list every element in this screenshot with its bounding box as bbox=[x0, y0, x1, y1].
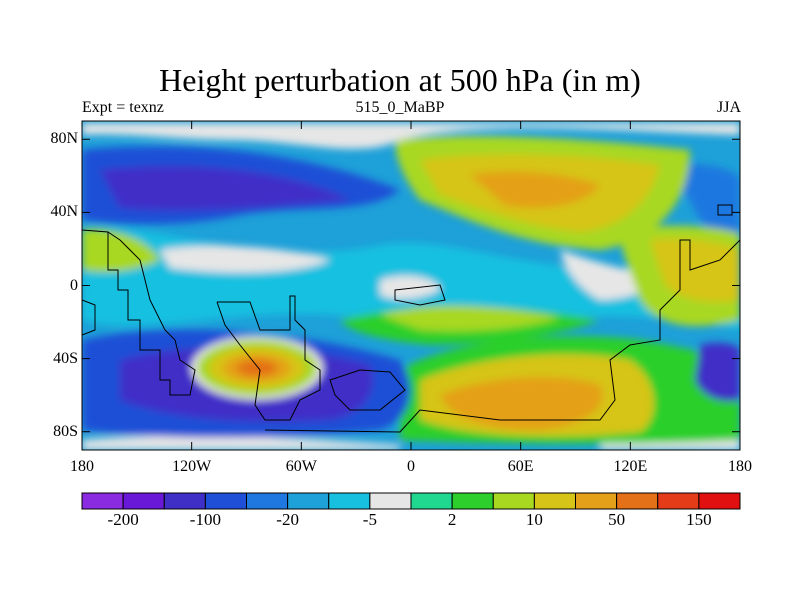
colorbar-swatch bbox=[204, 492, 247, 510]
lon-tick-label: 180 bbox=[728, 458, 752, 475]
lon-tick-label: 180 bbox=[70, 458, 94, 475]
contour-region bbox=[470, 171, 600, 208]
lon-tick-label: 0 bbox=[407, 458, 415, 475]
coastline-segment bbox=[717, 204, 733, 216]
colorbar-label: 150 bbox=[686, 510, 712, 529]
coastline-segment bbox=[264, 239, 740, 433]
contour-region bbox=[650, 238, 740, 302]
colorbar-swatch bbox=[122, 492, 165, 510]
contour-region bbox=[82, 123, 740, 149]
contour-region bbox=[237, 360, 277, 376]
colorbar-swatch bbox=[369, 492, 412, 510]
experiment-label: Expt = texnz bbox=[82, 99, 164, 116]
colorbar-swatch bbox=[657, 492, 700, 510]
contour-region bbox=[100, 166, 350, 211]
coastlines bbox=[82, 204, 740, 433]
colorbar-swatch bbox=[246, 492, 289, 510]
colorbar-swatch bbox=[163, 492, 206, 510]
colorbar-swatch bbox=[287, 492, 330, 510]
colorbar-swatch bbox=[616, 492, 659, 510]
season-label: JJA bbox=[716, 99, 741, 116]
colorbar-swatch bbox=[328, 492, 371, 510]
colorbar-label: -200 bbox=[107, 510, 139, 529]
time-label: 515_0_MaBP bbox=[355, 99, 445, 116]
coastline-segment bbox=[329, 369, 406, 411]
colorbar-label: -20 bbox=[276, 510, 299, 529]
contour-region bbox=[82, 435, 400, 450]
lat-tick-label: 0 bbox=[70, 276, 78, 294]
coastline-segment bbox=[394, 284, 446, 306]
colorbar bbox=[81, 492, 741, 510]
colorbar-label: -5 bbox=[362, 510, 377, 529]
lon-tick-label: 120E bbox=[613, 458, 648, 475]
contour-region bbox=[695, 342, 740, 402]
lon-tick-label: 60E bbox=[507, 458, 534, 475]
colorbar-swatch bbox=[81, 492, 124, 510]
colorbar-swatch bbox=[410, 492, 453, 510]
colorbar-label: 10 bbox=[525, 510, 543, 529]
lat-tick-label: 80S bbox=[53, 422, 78, 440]
lon-tick-label: 60W bbox=[285, 458, 317, 475]
lat-tick-label: 40N bbox=[50, 203, 78, 221]
chart-title: Height perturbation at 500 hPa (in m) bbox=[159, 62, 641, 98]
colorbar-label: 2 bbox=[447, 510, 457, 529]
colorbar-swatch bbox=[533, 492, 576, 510]
colorbar-label: 50 bbox=[608, 510, 626, 529]
colorbar-label: -100 bbox=[189, 510, 221, 529]
axis-ticks bbox=[81, 121, 741, 450]
lat-tick-label: 80N bbox=[50, 130, 78, 148]
contour-region bbox=[160, 245, 330, 273]
colorbar-swatch bbox=[575, 492, 618, 510]
colorbar-swatch bbox=[698, 492, 741, 510]
contour-region bbox=[380, 305, 560, 332]
lat-tick-label: 40S bbox=[53, 349, 78, 367]
colorbar-swatch bbox=[492, 492, 535, 510]
colorbar-swatch bbox=[451, 492, 494, 510]
lon-tick-label: 120W bbox=[172, 458, 212, 475]
coastline-segment bbox=[216, 295, 321, 421]
coastline-segment bbox=[82, 299, 96, 336]
contour-field bbox=[82, 121, 740, 450]
contour-region bbox=[440, 377, 603, 430]
coastline-segment bbox=[82, 229, 196, 396]
